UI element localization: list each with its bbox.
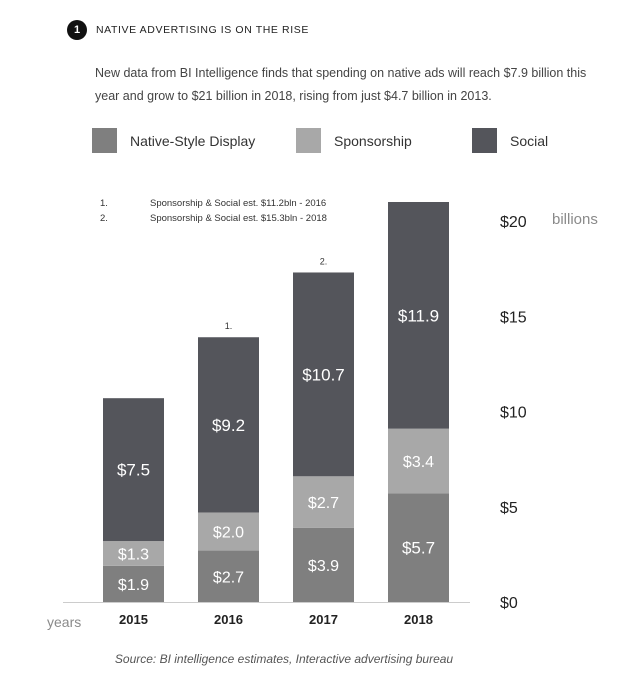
data-label-sponsorship-2016: $2.0 — [213, 525, 244, 542]
bar-native-style-display-2015 — [103, 565, 164, 602]
y-tick-label-0: $0 — [500, 595, 518, 612]
annotation-number-2: 2. — [100, 213, 108, 224]
data-label-native-style-display-2015: $1.9 — [118, 577, 149, 594]
data-label-social-2017: $10.7 — [302, 365, 345, 384]
legend-swatch-social — [472, 128, 497, 153]
y-tick-label-5: $5 — [500, 500, 518, 517]
bar-social-2018 — [388, 202, 449, 429]
x-unit-label: years — [47, 614, 81, 630]
x-tick-label-2015: 2015 — [119, 612, 148, 627]
annotation-text-1: Sponsorship & Social est. $11.2bln - 201… — [150, 198, 326, 209]
data-label-sponsorship-2017: $2.7 — [308, 495, 339, 512]
data-label-native-style-display-2018: $5.7 — [402, 539, 435, 558]
bar-social-2017 — [293, 272, 354, 477]
legend-swatch-native-style-display — [92, 128, 117, 153]
bar-marker-2016: 1. — [225, 321, 233, 331]
bar-sponsorship-2015 — [103, 541, 164, 566]
description-text: New data from BI Intelligence finds that… — [95, 66, 587, 103]
data-label-native-style-display-2016: $2.7 — [213, 569, 244, 586]
bar-sponsorship-2017 — [293, 476, 354, 528]
bar-social-2016 — [198, 337, 259, 513]
data-label-native-style-display-2017: $3.9 — [308, 558, 339, 575]
data-label-social-2018: $11.9 — [398, 306, 439, 325]
bar-marker-2017: 2. — [320, 256, 328, 266]
x-tick-label-2016: 2016 — [214, 612, 243, 627]
data-label-sponsorship-2018: $3.4 — [403, 454, 434, 471]
annotation-number-1: 1. — [100, 198, 108, 209]
annotation-text-2: Sponsorship & Social est. $15.3bln - 201… — [150, 213, 327, 224]
y-tick-label-20: $20 — [500, 214, 527, 231]
bar-native-style-display-2016 — [198, 550, 259, 602]
section-title: NATIVE ADVERTISING IS ON THE RISE — [96, 24, 309, 36]
x-tick-label-2017: 2017 — [309, 612, 338, 627]
data-label-social-2016: $9.2 — [212, 416, 245, 435]
bar-social-2015 — [103, 398, 164, 542]
y-tick-label-10: $10 — [500, 405, 527, 422]
bar-native-style-display-2017 — [293, 527, 354, 602]
data-label-sponsorship-2015: $1.3 — [118, 546, 149, 563]
legend-item-native-style-display: Native-Style Display — [92, 128, 255, 153]
legend-label-social: Social — [510, 132, 549, 149]
source-note: Source: BI intelligence estimates, Inter… — [114, 652, 454, 666]
bar-native-style-display-2018 — [388, 493, 449, 602]
legend-item-social: Social — [472, 128, 548, 153]
legend-swatch-sponsorship — [296, 128, 321, 153]
y-tick-label-15: $15 — [500, 309, 527, 326]
bar-sponsorship-2016 — [198, 512, 259, 551]
data-label-social-2015: $7.5 — [117, 461, 150, 480]
section-header: 1 NATIVE ADVERTISING IS ON THE RISE — [67, 20, 309, 40]
y-unit-label: billions — [552, 211, 598, 228]
x-tick-label-2018: 2018 — [404, 612, 433, 627]
legend-label-sponsorship: Sponsorship — [334, 132, 412, 149]
legend-item-sponsorship: Sponsorship — [296, 128, 412, 153]
section-number-badge: 1 — [67, 20, 87, 40]
bar-sponsorship-2018 — [388, 428, 449, 494]
legend-label-native-style-display: Native-Style Display — [130, 132, 256, 149]
